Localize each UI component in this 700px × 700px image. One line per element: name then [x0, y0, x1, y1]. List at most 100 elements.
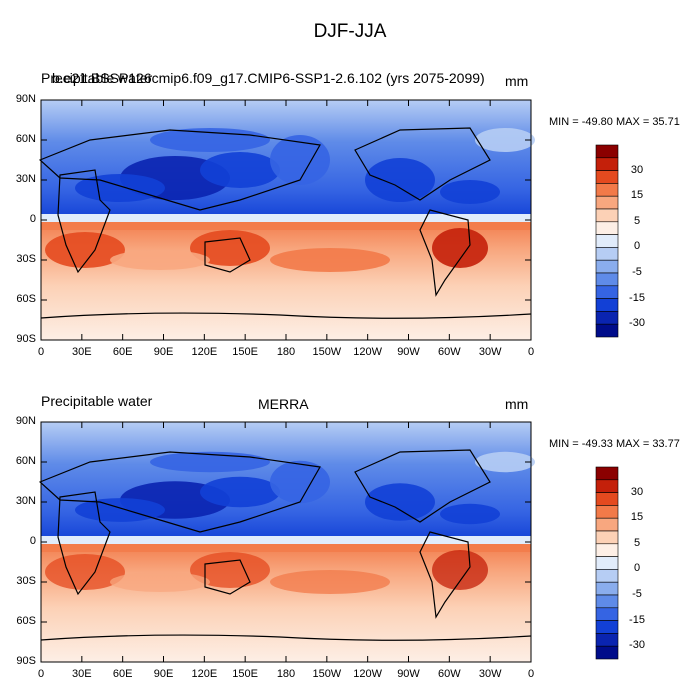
- colorbar-swatch: [595, 144, 619, 159]
- colorbar-swatch: [595, 298, 619, 312]
- x-tick-label: 30E: [72, 346, 92, 358]
- colorbar-swatch: [595, 581, 619, 596]
- field-contour-region: [190, 552, 270, 588]
- x-tick-label: 30W: [478, 346, 502, 358]
- colorbar-label: -15: [629, 291, 645, 304]
- colorbar-swatch: [595, 543, 619, 557]
- y-tick-label: 30S: [16, 253, 36, 265]
- colorbar-swatch: [595, 517, 619, 532]
- colorbar-swatch: [595, 556, 619, 570]
- colorbar-label: 15: [630, 511, 644, 524]
- field-contour-region: [190, 230, 270, 266]
- coastline: [419, 209, 471, 297]
- colorbar-swatch: [595, 221, 619, 235]
- coastline: [354, 449, 491, 523]
- map-panel-bottom: [38, 421, 619, 663]
- figure-title: DJF-JJA: [313, 21, 387, 42]
- x-tick-label: 180: [276, 668, 296, 680]
- y-tick-label: 90N: [15, 415, 36, 427]
- panel-top-minmax: MIN = -49.80 MAX = 35.71: [549, 116, 680, 128]
- field-contour-region: [440, 503, 500, 525]
- x-tick-label: 0: [527, 346, 535, 358]
- field-contour-region: [150, 128, 270, 152]
- field-contour-region: [365, 158, 435, 202]
- x-tick-label: 60E: [112, 346, 133, 358]
- x-tick-label: 150W: [312, 668, 342, 680]
- colorbar-swatch: [595, 323, 619, 338]
- x-tick-label: 150W: [312, 346, 342, 358]
- colorbar-label: 15: [630, 189, 644, 202]
- coastline: [40, 634, 532, 641]
- colorbar-label: -5: [632, 588, 642, 600]
- x-tick-label: 30W: [478, 668, 502, 680]
- colorbar-swatch: [595, 234, 619, 248]
- y-tick-label: 90N: [15, 93, 36, 105]
- coastline: [40, 312, 532, 319]
- colorbar-swatch: [595, 311, 619, 325]
- x-tick-label: 30E: [72, 668, 92, 680]
- colorbar-swatch: [595, 247, 619, 261]
- coastline: [38, 451, 321, 533]
- x-tick-label: 90W: [397, 346, 420, 358]
- colorbar-label: -30: [629, 317, 645, 330]
- x-tick-label: 90W: [397, 668, 420, 680]
- field-contour-region: [270, 248, 390, 272]
- x-tick-label: 0: [37, 346, 45, 358]
- colorbar-label: 30: [630, 485, 644, 498]
- panel-bottom-minmax: MIN = -49.33 MAX = 33.77: [549, 438, 680, 450]
- y-tick-label: 30N: [15, 173, 36, 185]
- field-contour-region: [475, 451, 535, 473]
- field-itcz-band: [41, 544, 531, 552]
- y-tick-label: 0: [29, 535, 36, 547]
- colorbar-swatch: [595, 594, 619, 609]
- x-tick-label: 120W: [353, 668, 383, 680]
- x-tick-label: 60W: [438, 346, 461, 358]
- field-contour-region: [432, 550, 488, 590]
- coastline: [38, 129, 321, 211]
- field-contour-region: [270, 460, 330, 504]
- x-tick-label: 120W: [353, 346, 383, 358]
- coastline: [204, 237, 251, 273]
- y-tick-label: 30S: [16, 575, 36, 587]
- colorbar-label: -5: [632, 266, 642, 278]
- y-tick-label: 60S: [16, 293, 36, 305]
- field-equator-band: [41, 536, 531, 544]
- colorbar-label: -15: [629, 613, 645, 626]
- colorbar-swatch: [595, 466, 619, 481]
- colorbar-label: -30: [629, 639, 645, 652]
- colorbar-label: 0: [633, 240, 641, 253]
- colorbar-swatch: [595, 170, 619, 184]
- x-tick-label: 150E: [232, 346, 258, 358]
- x-tick-label: 90E: [153, 346, 174, 358]
- colorbar-label: 30: [630, 163, 644, 176]
- y-tick-label: 0: [29, 213, 36, 225]
- colorbar-swatch: [595, 492, 619, 506]
- colorbar-swatch: [595, 620, 619, 634]
- coastline: [354, 127, 491, 201]
- x-tick-label: 180: [276, 346, 296, 358]
- coastline: [204, 559, 251, 595]
- colorbar-swatch: [595, 157, 619, 171]
- panel-top-units: mm: [505, 73, 529, 89]
- field-contour-region: [75, 174, 165, 202]
- colorbar-swatch: [595, 530, 619, 545]
- colorbar-swatch: [595, 505, 619, 519]
- colorbar-swatch: [595, 208, 619, 223]
- field-contour-region: [475, 128, 535, 152]
- field-contour-region: [270, 570, 390, 594]
- colorbar-swatch: [595, 259, 619, 274]
- y-tick-label: 60S: [16, 615, 36, 627]
- y-tick-label: 60N: [15, 133, 36, 145]
- y-tick-label: 90S: [16, 655, 36, 667]
- field-contour-region: [440, 180, 500, 204]
- colorbar-swatch: [595, 272, 619, 287]
- colorbar-label: 0: [633, 562, 641, 575]
- colorbar-swatch: [595, 195, 619, 210]
- y-tick-label: 60N: [15, 455, 36, 467]
- colorbar-swatch: [595, 645, 619, 660]
- field-contour-region: [432, 228, 488, 268]
- panel-top-variable-label: Precipitable water: [41, 70, 153, 86]
- x-tick-label: 90E: [153, 668, 174, 680]
- colorbar-swatch: [595, 607, 619, 621]
